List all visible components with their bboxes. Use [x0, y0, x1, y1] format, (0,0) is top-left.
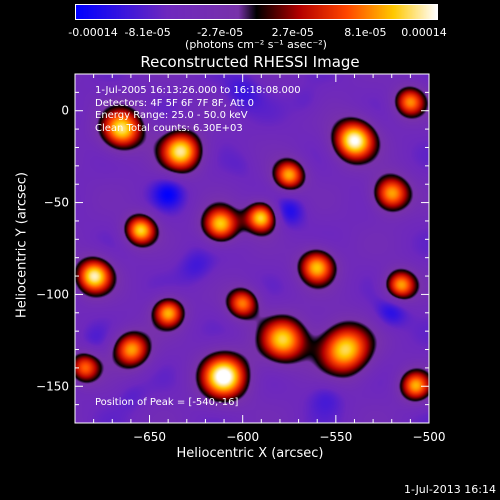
annotation-detectors: Detectors: 4F 5F 6F 7F 8F, Att 0	[95, 97, 255, 109]
x-tick-label: −550	[319, 430, 352, 444]
annotation-energy-range: Energy Range: 25.0 - 50.0 keV	[95, 110, 248, 121]
colorbar	[75, 4, 438, 20]
y-axis-label: Heliocentric Y (arcsec)	[14, 172, 30, 318]
heatmap-image	[75, 74, 429, 423]
annotation-total-counts: Clean Total counts: 6.30E+03	[95, 122, 243, 134]
colorbar-unit-label: (photons cm⁻² s⁻¹ asec⁻²)	[185, 38, 327, 51]
x-axis-label: Heliocentric X (arcsec)	[176, 446, 324, 461]
annotation-block: 1-Jul-2005 16:13:26.000 to 16:18:08.000 …	[95, 85, 301, 135]
colorbar-tick-label: -0.00014	[68, 26, 118, 39]
footer-timestamp: 1-Jul-2013 16:14	[403, 483, 496, 496]
chart-title: Reconstructed RHESSI Image	[140, 53, 360, 71]
colorbar-tick-label: -8.1e-05	[124, 26, 171, 39]
x-tick-label: −600	[226, 430, 259, 444]
colorbar-tick-label: -2.7e-05	[197, 26, 244, 39]
plot-frame	[74, 73, 430, 424]
x-tick-label: −650	[133, 430, 166, 444]
x-tick-label: −500	[413, 430, 446, 444]
colorbar-tick-label: 0.00014	[401, 26, 447, 39]
colorbar-tick-label: 2.7e-05	[271, 26, 314, 39]
y-tick-label: −50	[44, 196, 69, 210]
peak-position-label: Position of Peak = [-540,-16]	[95, 397, 239, 408]
y-tick-label: −100	[36, 287, 69, 301]
colorbar-tick-label: 8.1e-05	[344, 26, 387, 39]
annotation-time-range: 1-Jul-2005 16:13:26.000 to 16:18:08.000	[95, 85, 301, 96]
y-tick-label: 0	[61, 104, 69, 118]
y-tick-label: −150	[36, 379, 69, 393]
